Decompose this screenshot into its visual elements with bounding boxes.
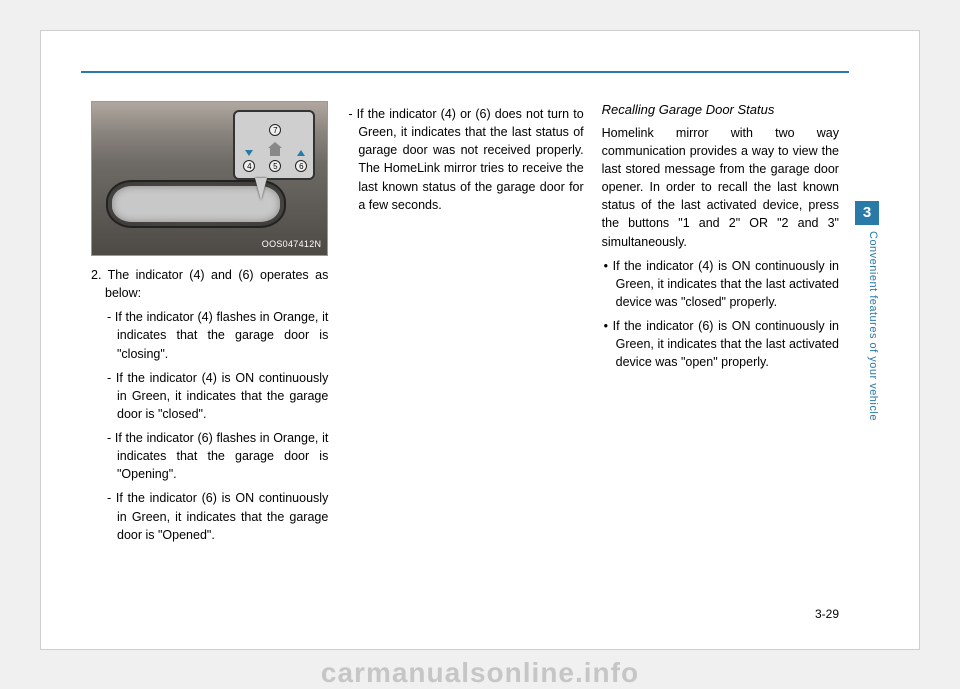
dash-item: - If the indicator (4) is ON continuousl… [105, 369, 328, 423]
chapter-tab: 3 [855, 201, 879, 225]
callout-number-4: 4 [243, 160, 255, 172]
callout-number-7: 7 [269, 124, 281, 136]
page-number: 3-29 [815, 607, 839, 621]
callout-number-5: 5 [269, 160, 281, 172]
mirror-figure: 7 4 5 6 OOS047412N [91, 101, 328, 256]
callout-number-6: 6 [295, 160, 307, 172]
list-item-2: 2. The indicator (4) and (6) operates as… [91, 266, 328, 302]
figure-callout: 7 4 5 6 [233, 110, 315, 180]
chapter-label: Convenient features of your vehicle [855, 231, 879, 471]
dash-item: - If the indicator (6) is ON continuousl… [105, 489, 328, 543]
dash-item: - If the indicator (4) flashes in Orange… [105, 308, 328, 362]
dash-item: - If the indicator (6) flashes in Orange… [105, 429, 328, 483]
watermark: carmanualsonline.info [0, 657, 960, 689]
column-3: Recalling Garage Door Status Homelink mi… [602, 101, 839, 609]
column-1: 7 4 5 6 OOS047412N 2. The indicator (4) … [91, 101, 328, 609]
subsection-heading: Recalling Garage Door Status [602, 101, 839, 120]
callout-home-icon [270, 148, 280, 156]
dash-item: - If the indicator (4) or (6) does not t… [346, 105, 583, 214]
bullet-item: If the indicator (6) is ON continuously … [602, 317, 839, 371]
figure-id-label: OOS047412N [262, 238, 322, 251]
top-rule [81, 71, 849, 73]
callout-triangle-down-icon [245, 150, 253, 156]
callout-triangle-up-icon [297, 150, 305, 156]
paragraph: Homelink mirror with two way communicati… [602, 124, 839, 251]
column-2: - If the indicator (4) or (6) does not t… [346, 101, 583, 609]
page: 7 4 5 6 OOS047412N 2. The indicator (4) … [40, 30, 920, 650]
content-columns: 7 4 5 6 OOS047412N 2. The indicator (4) … [91, 101, 839, 609]
bullet-item: If the indicator (4) is ON continuously … [602, 257, 839, 311]
callout-pointer-icon [255, 178, 267, 200]
